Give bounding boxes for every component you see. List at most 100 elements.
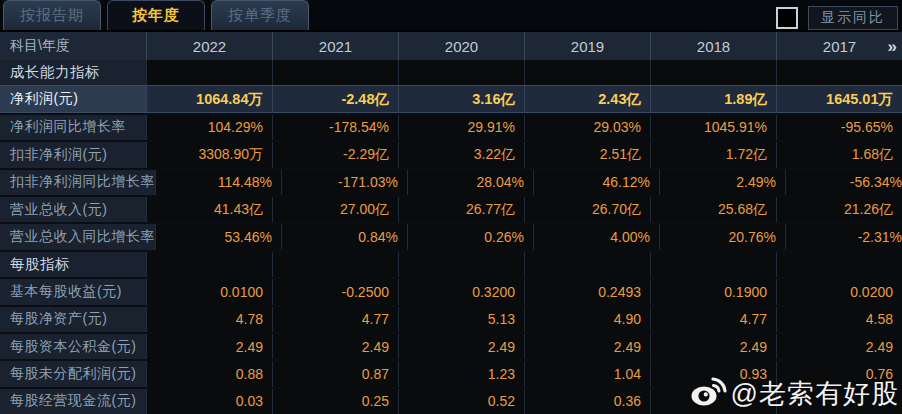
cell-value xyxy=(524,60,650,85)
cell-value: 2.43亿 xyxy=(524,86,650,111)
cell-value xyxy=(272,252,398,277)
table-row: 基本每股收益(元)0.0100-0.25000.32000.24930.1900… xyxy=(0,277,902,304)
table-row: 扣非净利润同比增长率114.48%-171.03%28.04%46.12%2.4… xyxy=(0,168,902,195)
cell-value: 27.00亿 xyxy=(272,197,398,222)
cell-value: 2.49 xyxy=(146,334,272,359)
row-label: 扣非净利润(元) xyxy=(0,142,146,167)
row-label: 每股净资产(元) xyxy=(0,307,146,332)
row-label: 净利润同比增长率 xyxy=(0,115,146,140)
cell-value: 2.49 xyxy=(272,334,398,359)
cell-value xyxy=(398,252,524,277)
cell-value: 5.13 xyxy=(398,307,524,332)
cell-value: 4.58 xyxy=(776,307,902,332)
cell-value: 1.72亿 xyxy=(650,142,776,167)
cell-value: -56.34% xyxy=(785,170,902,195)
cell-value xyxy=(272,60,398,85)
cell-value: 21.26亿 xyxy=(776,197,902,222)
section-row: 每股指标 xyxy=(0,250,902,277)
table-row: 净利润(元)1064.84万-2.48亿3.16亿2.43亿1.89亿1645.… xyxy=(0,85,902,112)
cell-value: 0.2493 xyxy=(524,279,650,304)
cell-value: 0.93 xyxy=(650,361,776,386)
row-label: 每股未分配利润(元) xyxy=(0,361,146,386)
cell-value: 2.51亿 xyxy=(524,142,650,167)
cell-value: 1.23 xyxy=(398,361,524,386)
cell-value xyxy=(776,60,902,85)
cell-value xyxy=(776,252,902,277)
cell-value: 0.36 xyxy=(524,389,650,414)
financial-table: 科目\年度202220212020201920182017» 成长能力指标净利润… xyxy=(0,30,902,414)
cell-value xyxy=(524,252,650,277)
cell-value: 0.0200 xyxy=(776,279,902,304)
table-row: 净利润同比增长率104.29%-178.54%29.91%29.03%1045.… xyxy=(0,113,902,140)
cell-value: 114.48% xyxy=(155,170,281,195)
row-label: 营业总收入(元) xyxy=(0,197,146,222)
cell-value: 41.43亿 xyxy=(146,197,272,222)
cell-value: -2.48亿 xyxy=(272,86,398,111)
cell-value: 0.26% xyxy=(407,224,533,249)
cell-value: 0.76 xyxy=(776,361,902,386)
table-row: 每股经营现金流(元)0.030.250.520.36 xyxy=(0,387,902,414)
period-tabs: 按报告期按年度按单季度 xyxy=(3,0,309,30)
cell-value: 46.12% xyxy=(533,170,659,195)
show-yoy-label[interactable]: 显示同比 xyxy=(808,6,898,30)
tab-bar: 按报告期按年度按单季度 显示同比 xyxy=(0,0,902,30)
header-year-2017: 2017» xyxy=(776,32,902,60)
cell-value xyxy=(146,60,272,85)
cell-value xyxy=(776,389,902,414)
cell-value: 2.49 xyxy=(524,334,650,359)
cell-value: -0.2500 xyxy=(272,279,398,304)
cell-value: -2.29亿 xyxy=(272,142,398,167)
header-year-2022: 2022 xyxy=(146,32,272,60)
cell-value xyxy=(650,389,776,414)
cell-value: 0.0100 xyxy=(146,279,272,304)
cell-value: 4.77 xyxy=(650,307,776,332)
row-label: 成长能力指标 xyxy=(0,60,146,85)
table-row: 营业总收入(元)41.43亿27.00亿26.77亿26.70亿25.68亿21… xyxy=(0,195,902,222)
cell-value: 0.52 xyxy=(398,389,524,414)
cell-value xyxy=(398,60,524,85)
tab-2[interactable]: 按单季度 xyxy=(211,0,309,30)
show-yoy-checkbox[interactable] xyxy=(776,7,798,29)
cell-value: -2.31% xyxy=(785,224,902,249)
cell-value: 2.49 xyxy=(650,334,776,359)
cell-value: 1.68亿 xyxy=(776,142,902,167)
cell-value: 28.04% xyxy=(407,170,533,195)
cell-value: -171.03% xyxy=(281,170,407,195)
table-row: 营业总收入同比增长率53.46%0.84%0.26%4.00%20.76%-2.… xyxy=(0,222,902,249)
table-row: 每股未分配利润(元)0.880.871.231.040.930.76 xyxy=(0,359,902,386)
header-year-2018: 2018 xyxy=(650,32,776,60)
table-row: 每股资本公积金(元)2.492.492.492.492.492.49 xyxy=(0,332,902,359)
header-year-2020: 2020 xyxy=(398,32,524,60)
cell-value: 26.70亿 xyxy=(524,197,650,222)
cell-value: 0.88 xyxy=(146,361,272,386)
table-header: 科目\年度202220212020201920182017» xyxy=(0,32,902,60)
table-body: 成长能力指标净利润(元)1064.84万-2.48亿3.16亿2.43亿1.89… xyxy=(0,60,902,414)
header-corner-label: 科目\年度 xyxy=(0,32,146,60)
cell-value: 2.49 xyxy=(398,334,524,359)
table-row: 每股净资产(元)4.784.775.134.904.774.58 xyxy=(0,305,902,332)
cell-value: 104.29% xyxy=(146,115,272,140)
show-yoy-control: 显示同比 xyxy=(776,6,898,30)
cell-value: 1.89亿 xyxy=(650,86,776,111)
header-year-2021: 2021 xyxy=(272,32,398,60)
cell-value: 4.00% xyxy=(533,224,659,249)
table-row: 扣非净利润(元)3308.90万-2.29亿3.22亿2.51亿1.72亿1.6… xyxy=(0,140,902,167)
cell-value: 4.77 xyxy=(272,307,398,332)
tab-0[interactable]: 按报告期 xyxy=(3,0,101,30)
row-label: 基本每股收益(元) xyxy=(0,279,146,304)
cell-value: 53.46% xyxy=(155,224,281,249)
financial-indicators-app: 按报告期按年度按单季度 显示同比 科目\年度202220212020201920… xyxy=(0,0,902,414)
cell-value: 3.16亿 xyxy=(398,86,524,111)
cell-value: 25.68亿 xyxy=(650,197,776,222)
cell-value: 0.25 xyxy=(272,389,398,414)
cell-value: 0.84% xyxy=(281,224,407,249)
row-label: 每股指标 xyxy=(0,252,146,277)
row-label: 每股经营现金流(元) xyxy=(0,389,146,414)
cell-value xyxy=(650,60,776,85)
cell-value: 0.3200 xyxy=(398,279,524,304)
cell-value: 2.49% xyxy=(659,170,785,195)
row-label: 扣非净利润同比增长率 xyxy=(0,170,155,195)
tab-1[interactable]: 按年度 xyxy=(107,0,205,30)
more-columns-icon[interactable]: » xyxy=(888,38,897,55)
section-row: 成长能力指标 xyxy=(0,60,902,85)
